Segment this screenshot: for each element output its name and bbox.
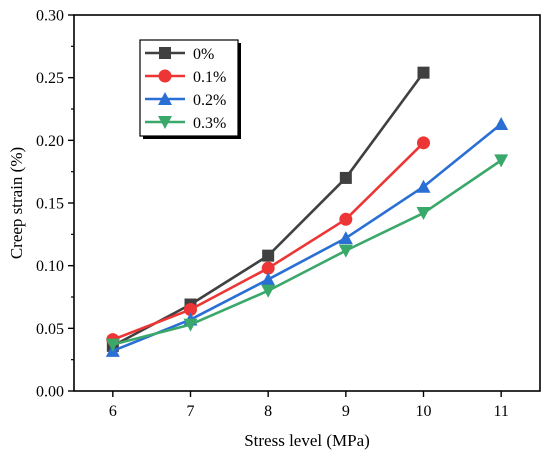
y-tick-label: 0.30	[36, 8, 64, 25]
y-tick-label: 0.05	[36, 321, 64, 338]
data-point	[184, 303, 197, 317]
x-tick-label: 10	[416, 403, 432, 420]
x-tick-label: 11	[493, 403, 508, 420]
series-4	[105, 154, 509, 352]
data-point	[262, 249, 275, 262]
y-tick-label: 0.10	[36, 258, 64, 275]
series-3	[105, 117, 509, 357]
y-tick-label: 0.25	[36, 70, 64, 87]
legend-marker	[158, 92, 172, 105]
data-point	[416, 179, 431, 193]
legend-label: 0%	[193, 46, 214, 63]
data-point	[338, 244, 353, 258]
legend-marker	[159, 47, 171, 59]
series-line	[112, 141, 425, 341]
data-point	[417, 136, 430, 150]
data-point	[339, 171, 352, 184]
legend: 0% 0.1% 0.2% 0.3%	[139, 39, 241, 139]
y-tick-label: 0.20	[36, 133, 64, 150]
y-tick-label: 0.00	[36, 384, 64, 401]
legend-label: 0.3%	[193, 115, 226, 132]
legend-item: 0.3%	[145, 115, 226, 132]
series-layer	[105, 66, 509, 357]
legend-marker	[158, 116, 172, 129]
legend-item: 0.2%	[145, 92, 226, 109]
legend-box	[139, 39, 239, 137]
y-tick-label: 0.15	[36, 196, 64, 213]
x-tick-label: 9	[342, 403, 350, 420]
data-point	[105, 338, 120, 352]
data-point	[416, 207, 431, 221]
x-tick-label: 6	[109, 403, 117, 420]
series-2	[106, 136, 430, 347]
data-point	[339, 212, 353, 226]
legend-label: 0.1%	[193, 69, 226, 86]
legend-marker	[158, 69, 172, 83]
data-point	[494, 154, 509, 168]
data-point	[261, 261, 275, 275]
data-point	[338, 231, 353, 245]
axis-ticks: 6 7 8 9 10 11 0.00 0.05 0.10 0.15 0.20 0.25 0.30	[36, 8, 509, 421]
series-line	[112, 159, 502, 346]
series-line	[112, 123, 502, 353]
data-point	[261, 272, 276, 286]
data-point	[183, 318, 198, 332]
legend-item: 0%	[145, 46, 214, 63]
x-tick-label: 8	[264, 403, 272, 420]
legend-label: 0.2%	[193, 92, 226, 109]
x-tick-label: 7	[187, 403, 195, 420]
legend-item: 0.1%	[145, 69, 226, 86]
y-axis-title: Creep strain (%)	[7, 147, 26, 259]
data-point	[417, 66, 430, 79]
data-point	[261, 284, 276, 298]
data-point	[494, 117, 509, 131]
x-axis-title: Stress level (MPa)	[244, 431, 370, 450]
